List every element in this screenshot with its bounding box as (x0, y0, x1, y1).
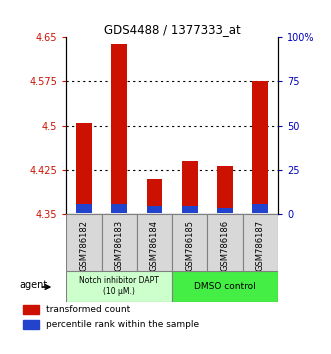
Text: transformed count: transformed count (46, 305, 131, 314)
Bar (147, 206, 163, 213)
Bar (137, 214, 172, 271)
Bar (172, 214, 208, 271)
Bar (111, 204, 127, 213)
Text: DMSO control: DMSO control (194, 282, 256, 291)
Bar (182, 206, 198, 213)
Bar (217, 166, 233, 213)
Text: GSM786182: GSM786182 (79, 220, 88, 271)
Bar (217, 208, 233, 213)
Text: GSM786187: GSM786187 (256, 220, 265, 271)
Title: GDS4488 / 1377333_at: GDS4488 / 1377333_at (104, 23, 241, 36)
Bar (208, 214, 243, 271)
Bar (182, 161, 198, 213)
Bar (172, 271, 278, 302)
Bar (102, 214, 137, 271)
Text: Notch inhibitor DAPT
(10 μM.): Notch inhibitor DAPT (10 μM.) (79, 276, 159, 296)
Bar (76, 123, 92, 213)
Bar (76, 204, 92, 213)
Bar (66, 271, 172, 302)
Bar (111, 44, 127, 213)
Bar (23, 320, 39, 329)
Bar (253, 204, 268, 213)
Text: GSM786185: GSM786185 (185, 220, 194, 271)
Bar (66, 214, 102, 271)
Bar (253, 81, 268, 213)
Bar (147, 179, 163, 213)
Text: percentile rank within the sample: percentile rank within the sample (46, 320, 200, 329)
Text: GSM786183: GSM786183 (115, 220, 124, 271)
Text: agent: agent (20, 280, 48, 290)
Text: GSM786186: GSM786186 (220, 220, 230, 271)
Text: GSM786184: GSM786184 (150, 220, 159, 271)
Bar (23, 305, 39, 314)
Bar (243, 214, 278, 271)
